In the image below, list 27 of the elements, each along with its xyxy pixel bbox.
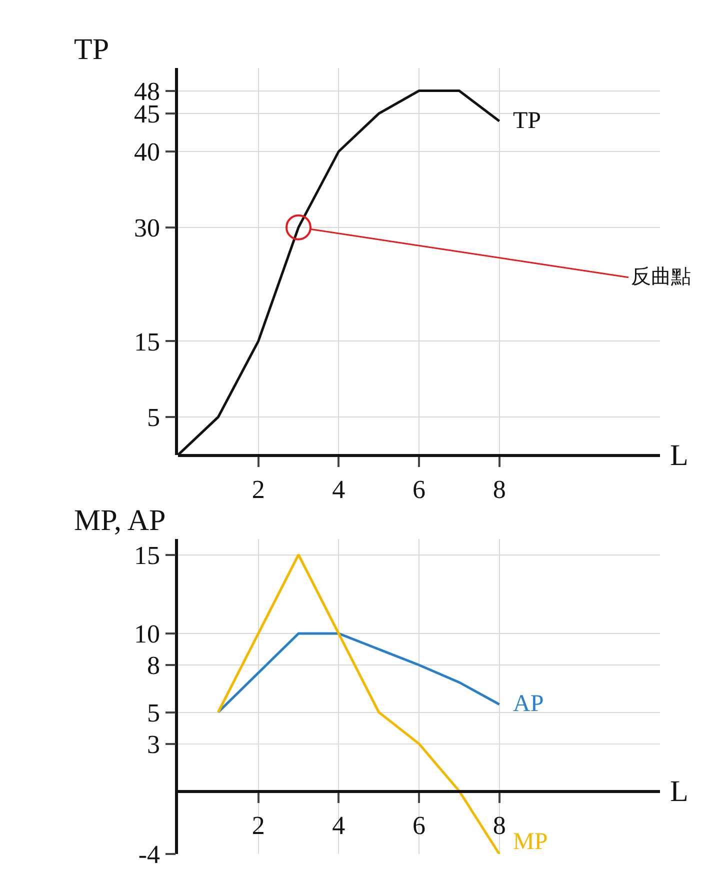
- y-tick-label: 40: [134, 138, 160, 167]
- series-label: TP: [513, 108, 542, 134]
- y-tick-label: 3: [147, 730, 160, 759]
- x-axis-title: L: [670, 775, 688, 808]
- x-axis-title: L: [670, 439, 688, 472]
- annotation: 反曲點: [631, 266, 691, 288]
- y-tick-label: -4: [138, 840, 160, 870]
- x-tick-label: 8: [492, 474, 506, 504]
- y-axis-title: MP, AP: [74, 504, 166, 537]
- y-tick-label: 30: [134, 213, 160, 242]
- y-tick-label: 5: [147, 698, 160, 728]
- x-tick-label: 2: [252, 474, 265, 504]
- x-tick-label: 8: [492, 810, 506, 840]
- y-tick-label: 10: [134, 620, 160, 649]
- y-tick-label: 5: [147, 403, 160, 432]
- line-series: [216, 632, 501, 714]
- x-tick-label: 4: [332, 474, 346, 504]
- x-tick-label: 2: [252, 810, 265, 840]
- y-axis-title: TP: [74, 33, 110, 66]
- x-tick-label: 6: [412, 810, 426, 840]
- series-label: MP: [513, 829, 548, 855]
- y-tick-label: 8: [147, 651, 160, 680]
- x-tick-label: 4: [332, 810, 346, 840]
- y-tick-label: 15: [134, 327, 160, 356]
- y-tick-label: 15: [134, 540, 160, 570]
- x-tick-label: 6: [412, 474, 426, 504]
- series-label: AP: [513, 691, 544, 717]
